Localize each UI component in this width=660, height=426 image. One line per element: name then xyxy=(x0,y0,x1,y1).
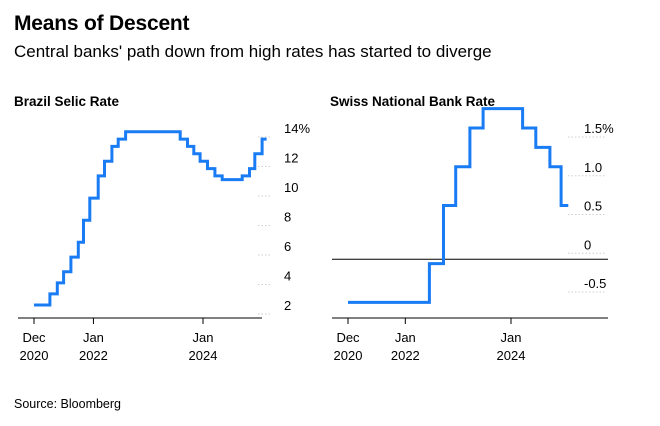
y-tick-label: 10 xyxy=(284,180,298,195)
x-tick-label: Jan xyxy=(83,330,104,345)
y-tick-label: 8 xyxy=(284,210,291,225)
y-tick-label: -0.5 xyxy=(584,276,606,291)
x-tick-label: 2022 xyxy=(391,348,420,363)
chart-swiss-national-bank: Swiss National Bank Rate 1.5% 1.0 0.5 0 -0.5 D… xyxy=(330,94,614,363)
x-tick-label: Dec xyxy=(336,330,360,345)
x-tick-label: 2024 xyxy=(497,348,526,363)
y-tick-label: 0.5 xyxy=(584,199,602,214)
chart-title: Swiss National Bank Rate xyxy=(330,94,496,109)
chart-brazil-selic: Brazil Selic Rate 14% 12 10 8 6 4 2 Dec 2020 Jan 20… xyxy=(14,94,310,363)
source-note: Source: Bloomberg xyxy=(14,397,122,411)
x-tick-label: 2020 xyxy=(20,348,49,363)
page-subtitle: Central banks' path down from high rates… xyxy=(14,42,492,61)
x-tick-label: Jan xyxy=(193,330,214,345)
series-line xyxy=(34,130,267,307)
y-tick-label: 12 xyxy=(284,151,298,166)
y-tick-label: 2 xyxy=(284,298,291,313)
x-tick-label: 2020 xyxy=(334,348,363,363)
x-tick-label: Jan xyxy=(395,330,416,345)
y-tick-label: 4 xyxy=(284,269,291,284)
x-tick-label: Dec xyxy=(22,330,46,345)
y-tick-label: 1.0 xyxy=(584,160,602,175)
series-line xyxy=(348,107,569,304)
y-tick-label: 0 xyxy=(584,237,591,252)
y-tick-label: 6 xyxy=(284,239,291,254)
y-tick-label: 1.5% xyxy=(584,121,614,136)
page-title: Means of Descent xyxy=(14,12,190,35)
x-tick-label: 2022 xyxy=(79,348,108,363)
chart-title: Brazil Selic Rate xyxy=(14,94,120,109)
y-tick-label: 14% xyxy=(284,121,310,136)
x-tick-label: 2024 xyxy=(189,348,218,363)
x-tick-label: Jan xyxy=(501,330,522,345)
